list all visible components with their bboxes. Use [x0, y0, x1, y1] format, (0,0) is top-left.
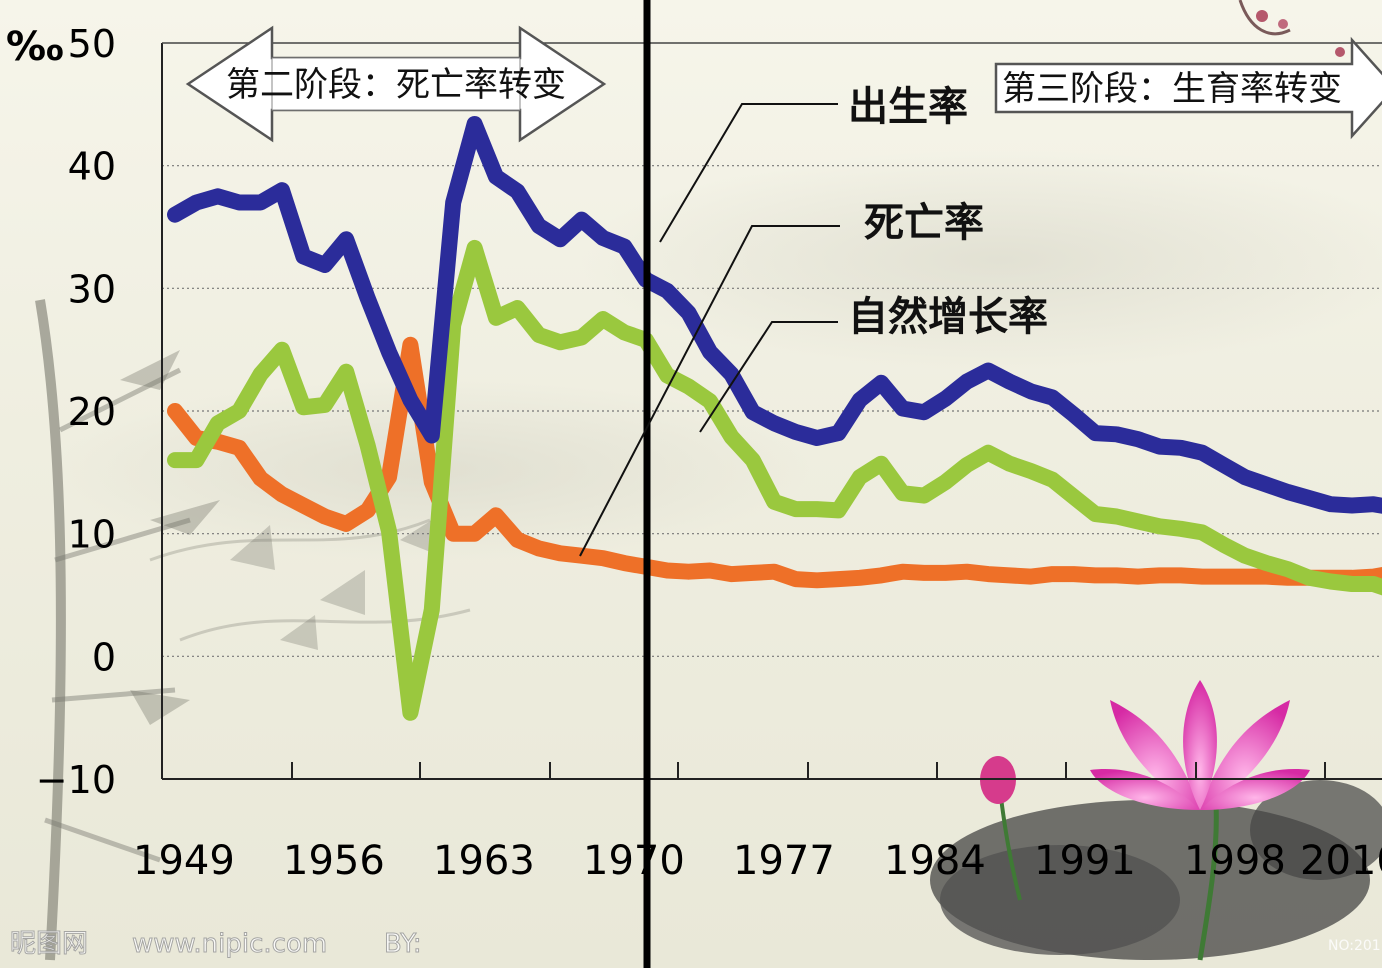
- phase-label-2: 第二阶段：死亡率转变: [226, 65, 566, 105]
- y-unit-label: ‰: [6, 24, 64, 70]
- watermark-by: BY:: [384, 929, 422, 959]
- y-tick-label: 30: [68, 267, 116, 311]
- phase-label-3: 第三阶段：生育率转变: [1002, 69, 1342, 109]
- legend-birth-rate: 出生率: [848, 84, 968, 130]
- watermark-no: NO:201: [1328, 938, 1381, 954]
- x-tick-label: 1998: [1184, 838, 1286, 884]
- x-tick-label: 1970: [583, 838, 685, 884]
- x-axis-ticks: [291, 762, 1326, 779]
- x-tick-label: 1977: [733, 838, 835, 884]
- watermark-site-cn: 昵图网: [10, 929, 88, 959]
- series-lines: [167, 116, 1382, 721]
- y-tick-label: 40: [68, 145, 116, 189]
- y-tick-label: 10: [68, 513, 116, 557]
- x-tick-label: 1984: [884, 838, 986, 884]
- background-decoration: [35, 0, 1382, 961]
- x-tick-label: 1956: [283, 838, 385, 884]
- y-tick-label: 20: [68, 390, 116, 434]
- x-tick-label: 1991: [1034, 838, 1136, 884]
- watermark-site-url: www.nipic.com: [132, 929, 327, 959]
- legend-leaders: [579, 103, 840, 557]
- phase-arrow-3: 第三阶段：生育率转变: [994, 36, 1382, 140]
- y-axis-tick-labels: 50 40 30 20 10 0 −10: [36, 22, 116, 802]
- series-line-natural-growth-rate: [167, 239, 1382, 721]
- y-tick-label: 0: [92, 635, 116, 679]
- legend-death-rate: 死亡率: [864, 200, 984, 246]
- y-tick-label: −10: [36, 758, 116, 802]
- x-tick-label: 1963: [433, 838, 535, 884]
- y-tick-label: 50: [68, 22, 116, 66]
- watermark: 昵图网 www.nipic.com BY: NO:201: [10, 929, 1381, 960]
- series-line-birth-rate: [167, 116, 1382, 514]
- legend-natural-growth-rate: 自然增长率: [848, 294, 1048, 340]
- x-tick-label: 1949: [133, 838, 235, 884]
- phase-arrow-2: 第二阶段：死亡率转变: [185, 25, 607, 143]
